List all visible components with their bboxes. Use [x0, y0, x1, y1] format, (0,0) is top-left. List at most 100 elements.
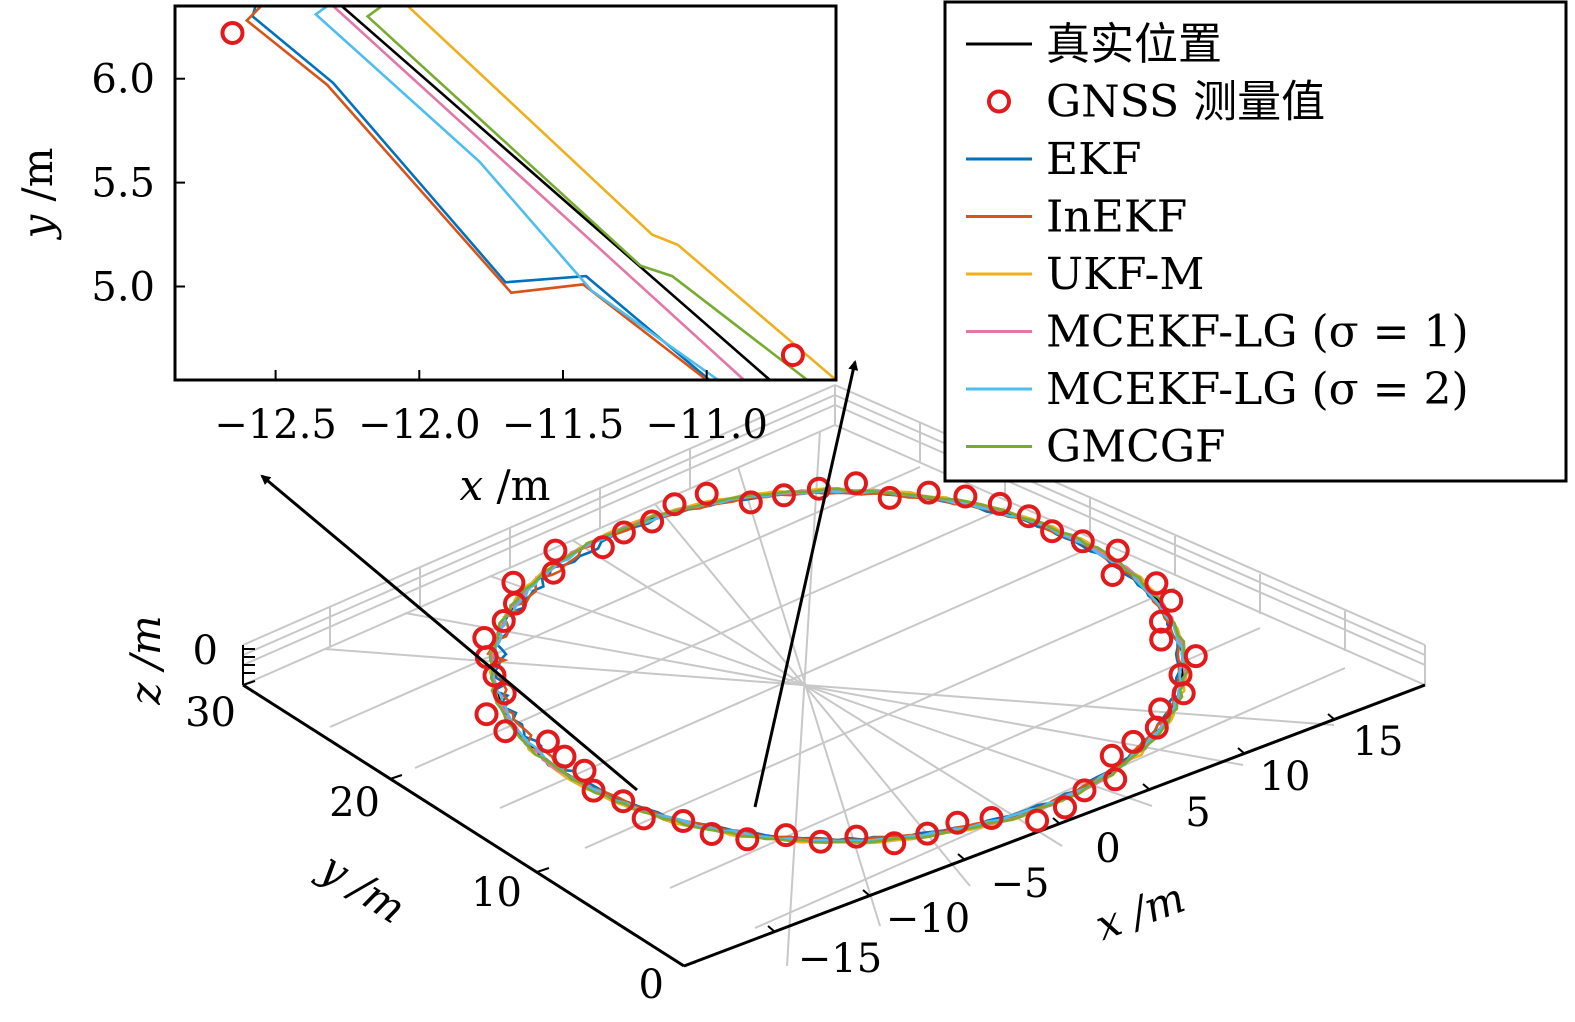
x-tick-label: 10: [1260, 754, 1311, 800]
3d-gnss-marker: [541, 560, 566, 585]
x-tick-label: 5: [1185, 790, 1210, 836]
inset-x-tick-label: −12.5: [214, 402, 337, 448]
floor-back-right-edge: [834, 424, 1426, 686]
3d-gnss-marker: [699, 822, 724, 846]
3d-gnss-marker: [1025, 808, 1050, 833]
zoom-arrow-left: [260, 474, 638, 792]
3d-gnss-marker: [1105, 538, 1130, 563]
3d-gnss-marker: [631, 806, 656, 831]
3d-gnss-marker: [1183, 644, 1208, 669]
legend-entry-label: UKF-M: [1046, 249, 1204, 300]
z-axis-label-3d: z /m: [121, 615, 170, 705]
3d-gnss-marker: [472, 626, 497, 650]
3d-gnss-marker: [694, 481, 719, 506]
3d-gnss-marker: [953, 484, 978, 509]
3d-gnss-marker: [590, 535, 615, 560]
3d-gnss-marker: [844, 471, 868, 496]
legend-entry-label: InEKF: [1046, 192, 1187, 243]
3d-gnss-marker: [611, 789, 636, 814]
inset-y-tick-label: 6.0: [91, 57, 155, 103]
inset-zoom-plot: −12.5 −12.0 −11.5 −11.0 5.0 5.5 6.0 x /m y /m: [13, 4, 838, 510]
3d-gnss-marker: [877, 485, 902, 510]
3d-gnss-marker: [572, 758, 597, 783]
3d-gnss-marker: [501, 570, 526, 595]
x-axis-3d: [683, 683, 1426, 968]
3d-gnss-marker: [774, 823, 798, 848]
inset-series-line: [406, 6, 836, 380]
3d-gnss-marker: [1103, 767, 1128, 792]
legend-entry-label: GMCGF: [1046, 422, 1226, 473]
legend-box: [943, 0, 1568, 483]
legend-entry-label: EKF: [1046, 134, 1142, 185]
3d-gnss-marker: [1072, 778, 1097, 803]
legend-swatch-marker: [987, 89, 1011, 114]
floor-back-left-edge: [242, 424, 836, 686]
y-tick-label: 20: [329, 780, 380, 826]
x-tick-label: −5: [991, 861, 1050, 907]
x-tick-label: 0: [1095, 826, 1120, 872]
inset-x-tick-label: −11.0: [645, 402, 768, 448]
inset-y-axis-label: y /m: [13, 147, 62, 240]
inset-series-line: [340, 6, 771, 380]
legend: 真实位置 GNSS 测量值 EKF InEKF UKF-M MCEKF-LG (σ = 1…: [943, 0, 1568, 483]
z-tick-label: 0: [193, 628, 218, 674]
3d-gnss-marker: [474, 702, 499, 727]
3d-axes: [242, 645, 1426, 968]
3d-gnss-marker: [987, 491, 1012, 516]
legend-entry-label: MCEKF-LG (σ = 1): [1046, 307, 1469, 358]
3d-gnss-marker: [808, 829, 833, 854]
x-tick-label: 15: [1353, 719, 1404, 765]
3d-gnss-marker: [771, 483, 796, 508]
3d-gnss-marker: [1171, 681, 1196, 706]
3d-gnss-marker: [543, 538, 568, 563]
inset-y-tick-label: 5.0: [91, 265, 155, 311]
3d-gnss-marker: [671, 809, 696, 833]
inset-y-tick-label: 5.5: [91, 161, 155, 207]
x-tick-label: −10: [886, 896, 970, 942]
3d-gnss-marker: [1016, 504, 1041, 529]
3d-gnss-marker: [915, 821, 940, 846]
3d-tick-labels: 0 30 20 10 0 −15 −10 −5 0 5 10 15 x /m y…: [121, 615, 1403, 1008]
3d-gnss-marker: [882, 831, 907, 856]
3d-gnss-marker: [1070, 529, 1095, 554]
3d-gnss-marker: [1159, 588, 1184, 613]
x-axis-label-3d: x /m: [1089, 873, 1191, 950]
inset-gnss-marker: [780, 343, 805, 368]
3d-gnss-marker: [552, 744, 577, 769]
y-axis-label-3d: y /m: [310, 841, 415, 933]
legend-entry-label: GNSS 测量值: [1046, 77, 1325, 128]
3d-gnss-marker: [806, 476, 831, 501]
3d-gnss-marker: [1144, 571, 1169, 596]
3d-gnss-marker: [979, 806, 1004, 830]
inset-series-line: [313, 6, 719, 380]
x-tick-label: −15: [798, 936, 882, 982]
3d-gnss-marker: [662, 492, 687, 517]
inset-x-tick-label: −11.5: [502, 402, 625, 448]
inset-gnss-marker: [220, 21, 245, 46]
3d-gnss-marker: [1040, 519, 1065, 544]
inset-series-line: [332, 6, 745, 380]
3d-gnss-marker: [492, 681, 517, 706]
3d-gnss-marker: [491, 609, 516, 633]
3d-gnss-marker: [735, 827, 760, 852]
3d-gnss-marker: [1100, 563, 1125, 587]
y-tick-label: 10: [471, 870, 522, 916]
3d-gnss-marker: [844, 824, 869, 849]
3d-gnss-marker: [916, 480, 941, 505]
inset-x-tick-label: −12.0: [358, 402, 481, 448]
zoom-arrow-right: [753, 360, 859, 808]
3d-gnss-marker: [1053, 795, 1077, 820]
3d-gnss-marker: [1144, 715, 1169, 740]
y-tick-label: 30: [185, 690, 236, 736]
3d-gnss-markers: [472, 471, 1208, 856]
3d-gnss-marker: [640, 509, 665, 534]
3d-gnss-marker: [1149, 609, 1173, 634]
3d-gnss-marker: [611, 520, 636, 545]
inset-x-axis-label: x /m: [459, 461, 550, 510]
3d-gnss-marker: [738, 490, 763, 515]
3d-gnss-marker: [581, 778, 606, 803]
y-tick-label: 0: [639, 962, 664, 1008]
legend-entry-label: 真实位置: [1046, 19, 1222, 70]
inset-series-line: [365, 6, 809, 380]
